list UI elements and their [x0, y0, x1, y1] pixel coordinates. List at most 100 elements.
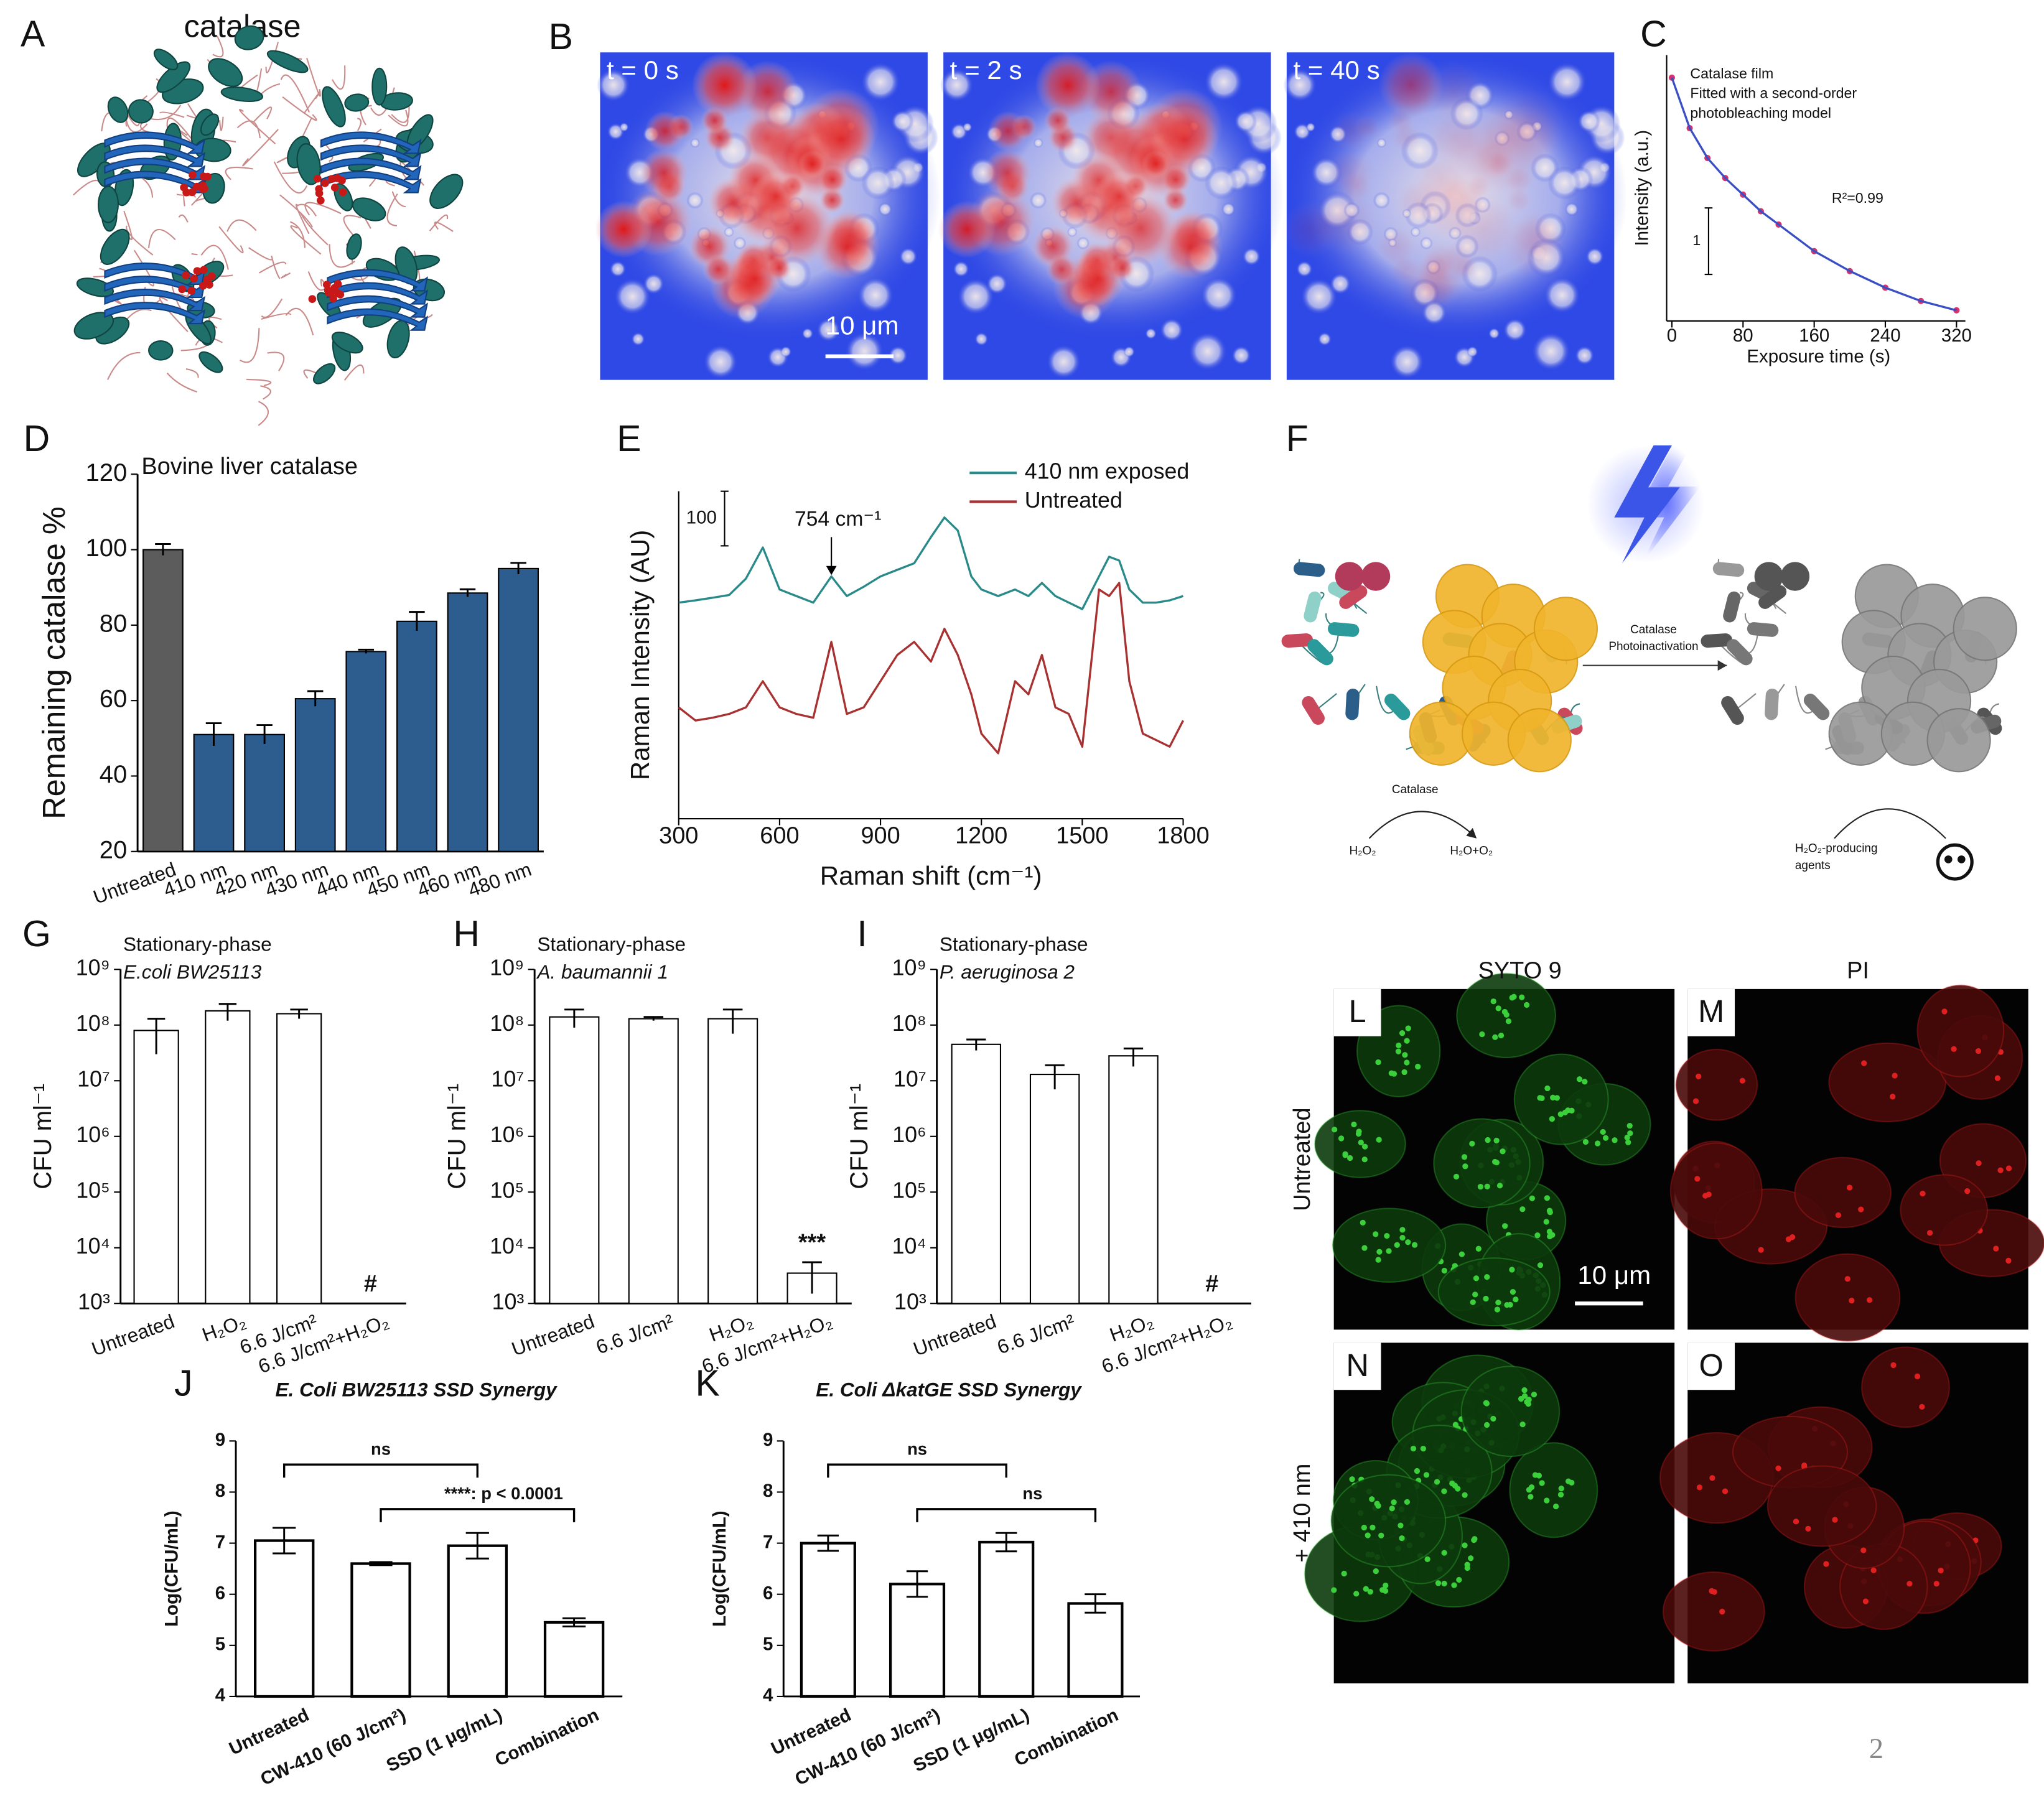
heme: [193, 182, 201, 191]
granule: [1461, 1154, 1468, 1160]
granule: [1627, 1130, 1633, 1137]
column-header: PI: [1847, 957, 1869, 984]
granule: [1347, 1155, 1353, 1161]
granule: [1376, 1137, 1382, 1143]
glow-spot: [1145, 328, 1157, 340]
granule: [1375, 1257, 1381, 1263]
helix: [331, 332, 363, 354]
bleaching-frame: t = 2 s: [938, 52, 1284, 380]
loop: [246, 378, 272, 386]
data-line: [678, 516, 1184, 610]
loop: [178, 214, 189, 223]
x-tick-label: 6.6 J/cm²: [994, 1310, 1078, 1358]
glow-spot: [1547, 166, 1582, 200]
red-spot: [691, 52, 758, 118]
granule: [1569, 1107, 1575, 1114]
granule: [1389, 1505, 1395, 1512]
y-tick-label: 100: [86, 534, 128, 562]
panel-label: L: [1349, 993, 1366, 1029]
glow-spot: [1577, 109, 1600, 133]
loop: [429, 214, 449, 231]
y-tick-label: 9: [763, 1430, 773, 1450]
cell: [1433, 1118, 1531, 1209]
granule: [1866, 1297, 1873, 1303]
heme: [208, 272, 216, 281]
granule: [1964, 1188, 1971, 1194]
helix: [220, 86, 264, 103]
granule: [1719, 1609, 1725, 1615]
loop: [73, 180, 103, 196]
granule: [1434, 1479, 1440, 1485]
granule: [1528, 1494, 1534, 1500]
granule: [1405, 1239, 1411, 1245]
granule: [1435, 1580, 1442, 1586]
granule: [1472, 1536, 1478, 1542]
granule: [1332, 1127, 1338, 1133]
sheet: [320, 131, 422, 154]
skull: [1936, 843, 1974, 881]
red-spot: [1326, 148, 1375, 198]
granule: [1576, 1076, 1583, 1082]
granule: [1338, 1135, 1345, 1142]
red-spot: [750, 172, 801, 221]
granule: [1331, 1587, 1337, 1593]
bar: [1108, 1055, 1159, 1305]
loop: [363, 128, 382, 142]
x-tick-label: Untreated: [508, 1310, 597, 1360]
granule: [1492, 1034, 1498, 1040]
significance-label: ns: [371, 1439, 391, 1458]
granule: [1702, 1193, 1709, 1199]
granule: [1495, 1005, 1501, 1012]
granule: [1938, 1567, 1944, 1574]
significance-bracket: [916, 1508, 1097, 1522]
glow-spot: [1544, 277, 1580, 314]
bar: [345, 651, 387, 852]
coccus: [1780, 562, 1810, 591]
heme: [198, 185, 207, 193]
glow-spot: [1200, 277, 1238, 314]
heme: [188, 188, 197, 197]
granule: [1920, 1191, 1926, 1197]
granule: [1832, 1517, 1838, 1523]
granule: [1546, 1207, 1553, 1214]
granule: [1562, 1109, 1569, 1115]
granule: [1399, 1535, 1405, 1542]
glow-spot: [857, 277, 894, 314]
red-spot: [1413, 251, 1469, 306]
bacterium: [1384, 694, 1411, 720]
granule: [1405, 1025, 1411, 1031]
bar: [142, 549, 184, 852]
helix: [313, 363, 336, 384]
scale-bar-label: 1: [1692, 232, 1701, 248]
y-tick-label: 10⁷: [77, 1067, 110, 1092]
glow-spot: [1503, 318, 1527, 342]
red-spot: [1504, 164, 1534, 195]
helix: [208, 58, 243, 87]
granule: [1862, 1598, 1869, 1604]
granule: [1462, 1492, 1468, 1498]
x-tick-label: 1200: [955, 823, 1007, 849]
y-axis-label: CFU ml⁻¹: [444, 1084, 471, 1189]
glow-spot: [1373, 192, 1391, 209]
x-tick-label: 320: [1941, 325, 1972, 346]
granule: [1451, 1582, 1457, 1588]
helix: [322, 86, 346, 128]
x-tick-label: 240: [1870, 325, 1900, 346]
sheet: [104, 131, 206, 154]
value-label: #: [1205, 1271, 1218, 1297]
glow-spot: [1330, 273, 1351, 295]
loop: [271, 255, 281, 279]
y-tick-label: 10⁹: [490, 956, 524, 980]
loop: [261, 298, 283, 319]
frame-label: t = 0 s: [607, 55, 679, 85]
granule: [1360, 1219, 1366, 1226]
granule: [1994, 1075, 2001, 1081]
granule: [1491, 1158, 1498, 1165]
agent-label: H₂O₂-producing: [1795, 842, 1878, 855]
bar: [978, 1540, 1035, 1698]
granule: [1386, 1248, 1392, 1254]
